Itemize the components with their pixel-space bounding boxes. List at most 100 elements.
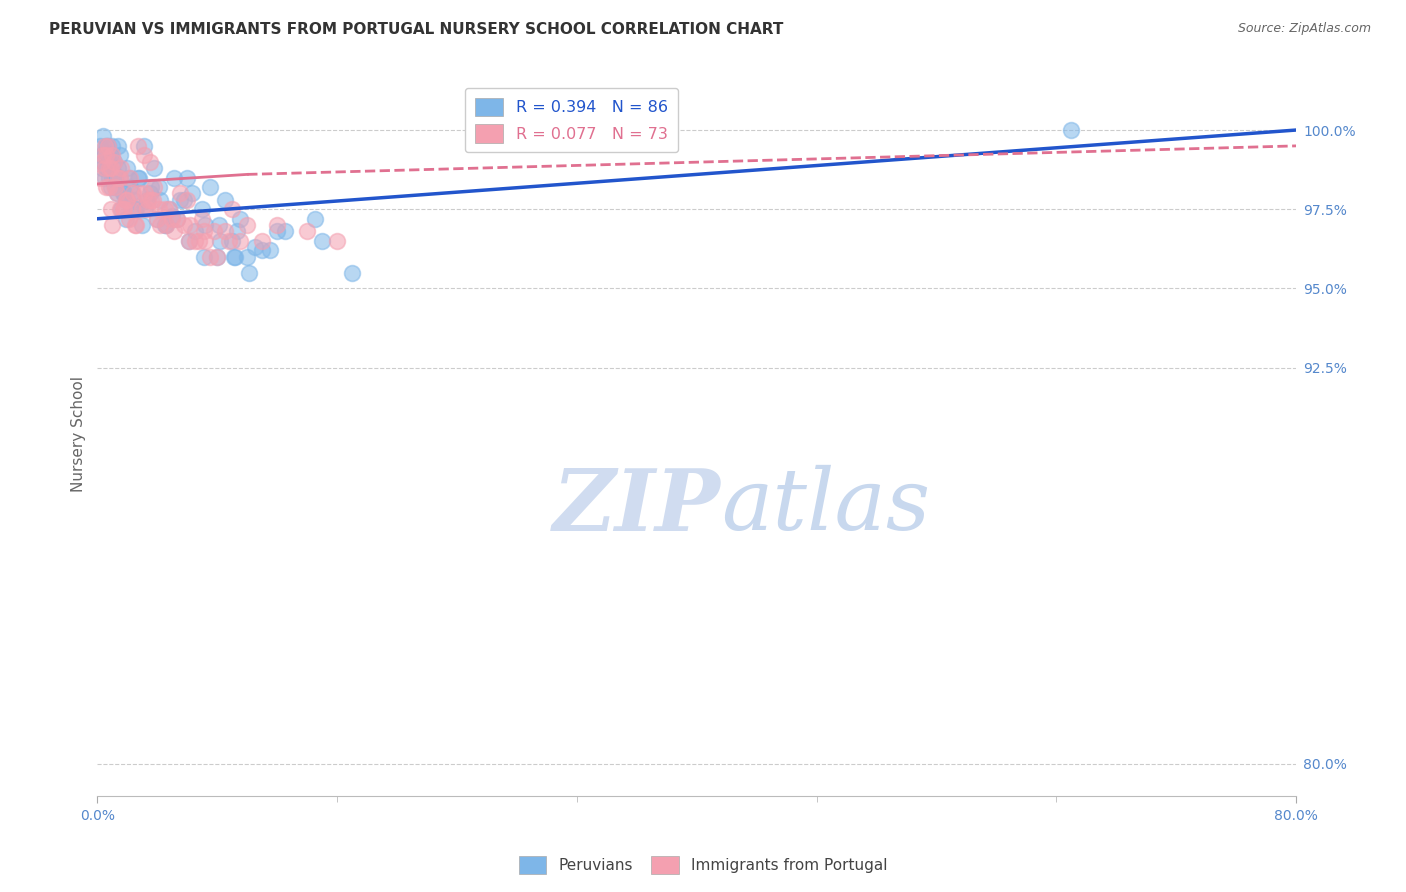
Point — [121, 186, 143, 201]
Point — [207, 250, 229, 264]
Point — [169, 186, 191, 201]
Point — [266, 218, 288, 232]
Point — [193, 250, 215, 264]
Point — [105, 186, 128, 201]
Point — [90, 154, 112, 169]
Point — [1060, 123, 1083, 137]
Point — [135, 202, 157, 217]
Point — [94, 170, 117, 185]
Point — [166, 211, 188, 226]
Point — [155, 218, 177, 232]
Point — [111, 186, 134, 201]
Point — [100, 148, 122, 162]
Point — [191, 202, 214, 217]
Point — [112, 186, 135, 201]
Point — [98, 180, 121, 194]
Point — [122, 186, 145, 201]
Point — [131, 218, 153, 232]
Point — [97, 139, 120, 153]
Point — [136, 193, 159, 207]
Point — [224, 250, 246, 264]
Point — [89, 170, 111, 185]
Point — [94, 145, 117, 160]
Point — [148, 202, 170, 217]
Point — [295, 224, 318, 238]
Point — [110, 202, 132, 217]
Point — [177, 234, 200, 248]
Point — [98, 170, 121, 185]
Point — [148, 180, 170, 194]
Point — [104, 180, 127, 194]
Point — [125, 218, 148, 232]
Point — [141, 180, 163, 194]
Point — [188, 234, 211, 248]
Point — [236, 218, 259, 232]
Point — [96, 161, 118, 175]
Point — [139, 186, 162, 201]
Point — [259, 244, 281, 258]
Point — [96, 148, 118, 162]
Text: atlas: atlas — [721, 466, 929, 548]
Point — [111, 202, 134, 217]
Point — [198, 250, 221, 264]
Point — [94, 161, 117, 175]
Point — [149, 218, 172, 232]
Point — [97, 154, 120, 169]
Point — [157, 202, 180, 217]
Point — [124, 218, 146, 232]
Point — [114, 193, 136, 207]
Point — [180, 186, 202, 201]
Point — [179, 218, 201, 232]
Point — [128, 186, 150, 201]
Point — [162, 211, 184, 226]
Point — [157, 202, 180, 217]
Point — [238, 266, 260, 280]
Point — [125, 202, 148, 217]
Point — [100, 180, 122, 194]
Point — [243, 240, 266, 254]
Point — [153, 218, 176, 232]
Point — [209, 234, 232, 248]
Point — [93, 148, 115, 162]
Point — [117, 161, 139, 175]
Point — [108, 148, 131, 162]
Point — [214, 193, 236, 207]
Point — [127, 139, 149, 153]
Point — [143, 161, 166, 175]
Point — [101, 170, 124, 185]
Point — [94, 139, 117, 153]
Point — [311, 234, 333, 248]
Point — [122, 193, 145, 207]
Point — [131, 202, 153, 217]
Point — [108, 170, 131, 185]
Point — [208, 218, 231, 232]
Point — [108, 170, 131, 185]
Point — [214, 224, 236, 238]
Point — [134, 202, 156, 217]
Point — [120, 170, 142, 185]
Point — [101, 148, 124, 162]
Point — [105, 186, 128, 201]
Point — [304, 211, 326, 226]
Point — [146, 211, 169, 226]
Point — [132, 148, 155, 162]
Point — [118, 211, 141, 226]
Point — [326, 234, 349, 248]
Point — [108, 202, 131, 217]
Point — [207, 250, 229, 264]
Legend: R = 0.394   N = 86, R = 0.077   N = 73: R = 0.394 N = 86, R = 0.077 N = 73 — [465, 88, 678, 153]
Point — [117, 193, 139, 207]
Point — [107, 139, 129, 153]
Point — [162, 209, 184, 223]
Point — [194, 234, 217, 248]
Point — [107, 170, 129, 185]
Text: ZIP: ZIP — [553, 465, 721, 549]
Point — [114, 211, 136, 226]
Point — [169, 193, 191, 207]
Point — [340, 266, 363, 280]
Point — [250, 244, 273, 258]
Point — [221, 234, 243, 248]
Point — [222, 250, 245, 264]
Point — [103, 154, 125, 169]
Point — [266, 224, 288, 238]
